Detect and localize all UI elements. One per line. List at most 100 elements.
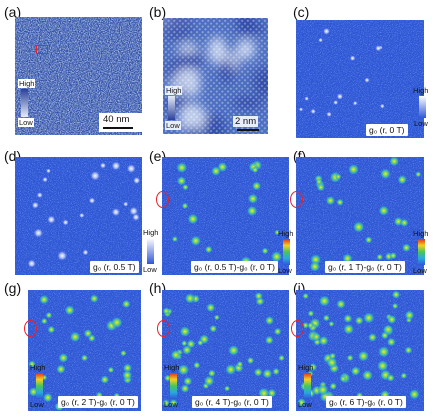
vortex-spot (246, 205, 258, 217)
vortex-spot (352, 100, 358, 106)
conductance-map-e (162, 157, 289, 275)
vortex-spot (362, 312, 375, 324)
vortex-spot (122, 201, 129, 207)
vortex-spot (36, 191, 43, 199)
vortex-spot (181, 345, 192, 355)
vortex-spot (253, 367, 263, 377)
vortex-spot (386, 373, 395, 382)
caption-f: g₀ (r, 1 T)-g₀ (r, 0 T) (325, 261, 405, 273)
conductance-image (296, 20, 424, 138)
vortex-spot (184, 292, 196, 304)
vortex-spot (209, 324, 218, 333)
vortex-spot (69, 331, 81, 343)
vortex-spot (227, 344, 240, 357)
colorbar-low-label: Low (278, 266, 292, 275)
vortex-spot (389, 157, 400, 167)
vortex-spot (386, 337, 396, 347)
vortex-spot (89, 170, 101, 182)
caption-c: g₀ (r, 0 T) (366, 124, 408, 136)
vortex-spot (317, 384, 329, 396)
vortex-spot (162, 399, 170, 407)
colorbar-d (147, 238, 154, 264)
panel-label-h: (h) (149, 280, 167, 296)
colorbar-low-label: Low (30, 400, 44, 409)
vortex-spot (45, 168, 52, 174)
caption-g: g₀ (r, 2 T)-g₀ (r, 0 T) (58, 396, 138, 408)
vortex-spot (203, 375, 215, 387)
vortex-spot (111, 161, 121, 171)
conductance-map-c (296, 20, 424, 138)
colorbar-high-label: High (278, 229, 294, 238)
vortex-spot (83, 328, 93, 338)
vortex-marker-i (291, 320, 304, 337)
vortex-spot (302, 292, 309, 300)
vortex-spot (349, 55, 356, 62)
vortex-spot (329, 382, 338, 391)
vortex-spot (328, 320, 335, 327)
vortex-spot (224, 385, 231, 392)
vortex-spot (82, 249, 89, 256)
colorbar-g (36, 373, 43, 399)
colorbar-a (21, 89, 28, 117)
vortex-spot (375, 45, 382, 52)
vortex-spot (181, 202, 189, 210)
colorbar-low-label: Low (143, 265, 157, 274)
atomic-lattice-image (163, 18, 268, 134)
vortex-spot (336, 299, 346, 309)
conductance-image (15, 157, 142, 275)
colorbar-high-label: High (165, 86, 183, 95)
colorbar-e (283, 239, 290, 265)
vortex-spot (121, 299, 131, 309)
panel-label-e: (e) (149, 148, 167, 164)
vortex-spot (164, 374, 172, 382)
vortex-spot (177, 363, 190, 376)
vortex-spot (399, 218, 409, 228)
scalebar-a (103, 127, 133, 129)
conductance-image (162, 290, 289, 411)
vortex-spot (27, 259, 37, 269)
vortex-spot (46, 215, 56, 225)
vortex-spot (357, 350, 370, 362)
vortex-spot (308, 362, 318, 372)
conductance-image (162, 157, 289, 275)
colorbar-low-label: Low (165, 121, 181, 130)
vortex-spot (31, 201, 40, 209)
vortex-spot (247, 193, 259, 205)
colorbar-b (168, 96, 175, 120)
vortex-spot (120, 349, 127, 357)
vortex-spot (352, 221, 365, 233)
vortex-spot (207, 369, 216, 378)
caption-i: g₀ (r, 6 T)-g₀ (r, 0 T) (326, 396, 406, 408)
vortex-spot (379, 103, 385, 109)
vortex-spot (182, 183, 189, 191)
vortex-spot (298, 107, 304, 112)
colorbar-low-label: Low (164, 400, 178, 409)
vortex-spot (391, 290, 401, 299)
vortex-spot (58, 352, 69, 364)
topography-map-atomic: High Low 2 nm (163, 18, 268, 134)
vortex-spot (379, 168, 392, 180)
vortex-spot (107, 366, 115, 374)
conductance-map-h (162, 290, 289, 411)
caption-h: g₀ (r, 4 T)-g₀ (r, 0 T) (192, 396, 272, 408)
vortex-spot (304, 96, 310, 101)
vortex-spot (383, 324, 394, 335)
colorbar-high-label: High (298, 363, 314, 372)
vortex-spot (336, 198, 344, 207)
vortex-spot (401, 243, 411, 253)
caption-e: g₀ (r, 0.5 T)-g₀ (r, 0 T) (191, 261, 278, 273)
vortex-spot (378, 205, 390, 217)
vortex-spot (387, 314, 397, 325)
vortex-spot (322, 314, 330, 322)
vortex-spot (347, 163, 360, 176)
vortex-spot (42, 176, 48, 183)
vortex-spot (122, 363, 133, 373)
vortex-spot (56, 250, 68, 262)
vortex-spot (210, 166, 222, 177)
vortex-spot (171, 236, 178, 243)
vortex-spot (376, 253, 384, 261)
vortex-spot (270, 250, 283, 263)
vortex-spot (204, 245, 213, 254)
vortex-spot (264, 315, 275, 326)
vortex-spot (307, 310, 315, 317)
